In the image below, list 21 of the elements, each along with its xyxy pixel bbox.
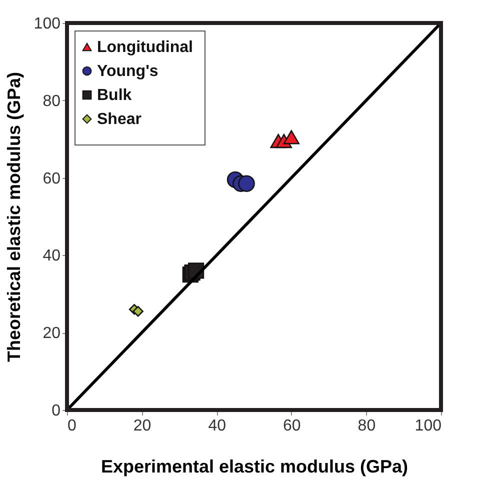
x-tick-label: 100 (414, 418, 442, 434)
legend-label: Shear (97, 111, 142, 128)
x-tick-label: 40 (208, 418, 226, 434)
y-tick-label: 0 (52, 402, 61, 420)
y-tick-label: 80 (42, 92, 61, 110)
y-axis-title: Theoretical elastic modulus (GPa) (4, 72, 24, 362)
x-axis-title: Experimental elastic modulus (GPa) (100, 456, 408, 476)
legend-label: Young's (97, 63, 158, 80)
y-tick-label: 40 (42, 248, 61, 265)
x-tick-label: 0 (68, 418, 76, 434)
x-tick-label: 80 (358, 418, 376, 434)
point (283, 130, 300, 144)
legend-label: Longitudinal (97, 39, 193, 56)
point (238, 175, 255, 192)
x-tick-label: 60 (283, 418, 301, 434)
y-tick-label: 20 (42, 325, 61, 342)
legend-label: Bulk (97, 87, 132, 104)
y-tick-label: 60 (42, 170, 61, 188)
y-tick-label: 100 (34, 16, 61, 32)
point (132, 306, 144, 317)
x-tick-label: 20 (133, 418, 152, 434)
